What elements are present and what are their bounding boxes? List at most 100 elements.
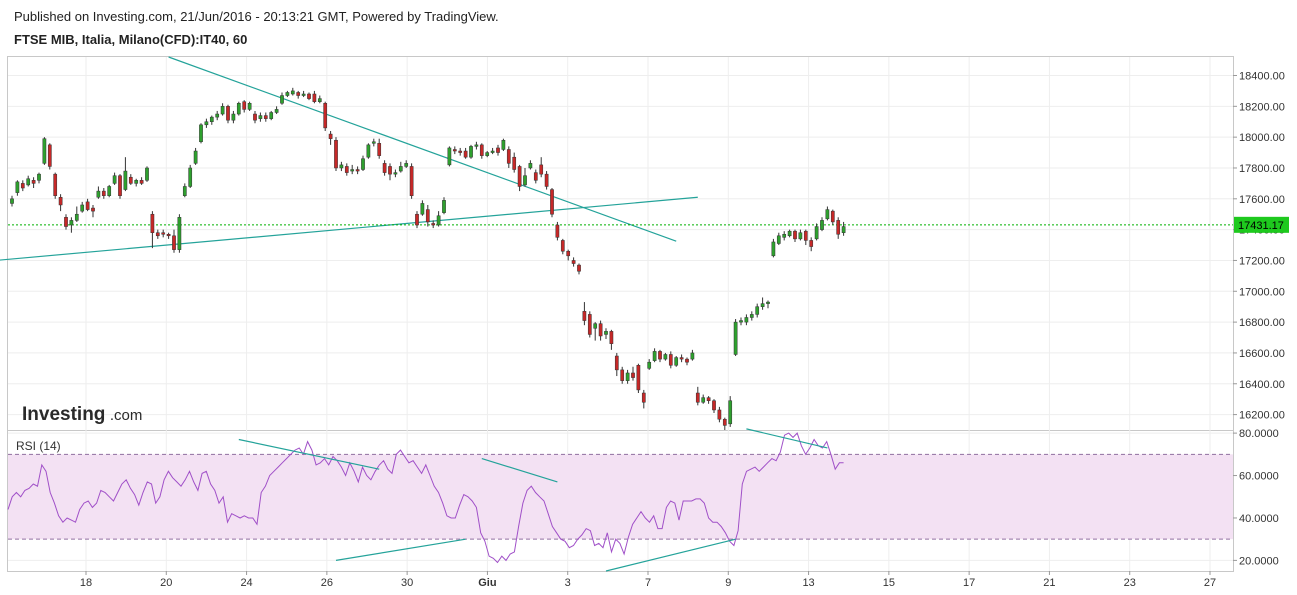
candle-body [377, 143, 382, 156]
investing-logo: Investing .com [22, 404, 142, 425]
time-tick-label: 18 [80, 577, 92, 589]
candle-body [74, 213, 79, 221]
candle-body [620, 369, 625, 381]
candle-body [739, 320, 743, 323]
candle-body [479, 144, 484, 156]
candle-body [604, 331, 608, 335]
candle-body [550, 189, 554, 215]
trendlines [0, 56, 1233, 261]
candle-body [398, 166, 403, 172]
candle-body [766, 301, 770, 304]
last-price-label: 17431.17 [1238, 220, 1284, 232]
candle-body [253, 113, 257, 121]
candle-body [166, 234, 171, 237]
candle-body [717, 409, 722, 420]
candle-body [182, 186, 187, 196]
price-tick-label: 18000.00 [1239, 132, 1285, 144]
candle-body [782, 234, 787, 238]
candle-body [803, 230, 808, 241]
candle-body [47, 144, 52, 167]
candle-body [409, 166, 414, 196]
candle-body [139, 180, 144, 184]
rsi-title: RSI (14) [16, 439, 61, 453]
candle-body [220, 106, 225, 115]
candle-body [350, 169, 355, 172]
candle-body [269, 112, 274, 119]
candle-body [155, 232, 160, 237]
rsi-trendlines [238, 428, 828, 572]
rsi-trendline [481, 458, 558, 483]
candle-body [274, 109, 279, 113]
candle-body [258, 115, 263, 119]
candle-body [712, 400, 716, 411]
candle-body [496, 147, 500, 153]
price-tick-label: 16200.00 [1239, 410, 1285, 422]
candle-body [744, 317, 749, 323]
candle-body [814, 226, 819, 240]
last-price-marker: 17431.17 [1234, 216, 1289, 233]
candle-body [328, 133, 333, 139]
candle-body [517, 166, 522, 187]
time-tick-label: 7 [645, 577, 651, 589]
candle-body [91, 207, 95, 212]
candle-body [53, 173, 58, 196]
candle-body [469, 146, 473, 158]
candle-body [776, 235, 781, 244]
candle-body [188, 167, 193, 187]
candle-body [668, 354, 673, 366]
time-tick-label: 23 [1124, 577, 1136, 589]
candle-body [663, 354, 668, 360]
candle-body [296, 92, 301, 96]
candle-body [658, 351, 662, 360]
time-tick-label: 3 [565, 577, 571, 589]
candle-body [323, 102, 328, 129]
candle-body [177, 217, 182, 250]
candle-body [506, 149, 511, 164]
price-tick-label: 18200.00 [1239, 101, 1285, 113]
candle-body [593, 323, 598, 329]
candle-body [820, 220, 824, 230]
candle-body [442, 200, 446, 213]
candle-body [728, 400, 733, 425]
candle-body [647, 361, 652, 369]
time-tick-label: 13 [802, 577, 814, 589]
time-tick-label: 17 [963, 577, 975, 589]
candle-body [317, 98, 322, 102]
candle-body [209, 116, 214, 122]
candle-body [393, 172, 398, 175]
candle-body [344, 166, 349, 173]
candle-body [134, 180, 139, 184]
candle-body [204, 121, 209, 126]
candle-body [533, 172, 538, 181]
price-tick-label: 16600.00 [1239, 348, 1285, 360]
candle-body [339, 164, 344, 169]
candle-body [69, 220, 74, 226]
candle-body [733, 321, 738, 355]
candle-body [836, 220, 841, 235]
candle-body [582, 311, 587, 321]
candle-body [150, 213, 155, 233]
candle-body [172, 235, 176, 250]
price-axis: 18400.00 18200.00 18000.00 17800.00 17600.00… [1233, 70, 1285, 422]
price-trendline [168, 56, 677, 242]
candle-body [452, 149, 457, 152]
candle-body [96, 190, 101, 198]
candle-body [474, 144, 479, 147]
rsi-trendline [746, 428, 828, 449]
time-tick-label: Giu [478, 577, 496, 589]
candle-body [366, 144, 371, 158]
candle-body [798, 232, 803, 240]
price-tick-label: 18400.00 [1239, 70, 1285, 82]
candle-body [231, 113, 236, 121]
candle-body [415, 213, 419, 226]
candle-body [112, 175, 117, 184]
candle-body [10, 198, 14, 204]
candle-body [193, 150, 198, 164]
candle-body [20, 183, 25, 189]
candle-body [425, 209, 430, 223]
candle-body [123, 170, 128, 190]
candle-body [809, 240, 814, 247]
candle-body [512, 156, 517, 170]
candle-body [382, 163, 387, 173]
